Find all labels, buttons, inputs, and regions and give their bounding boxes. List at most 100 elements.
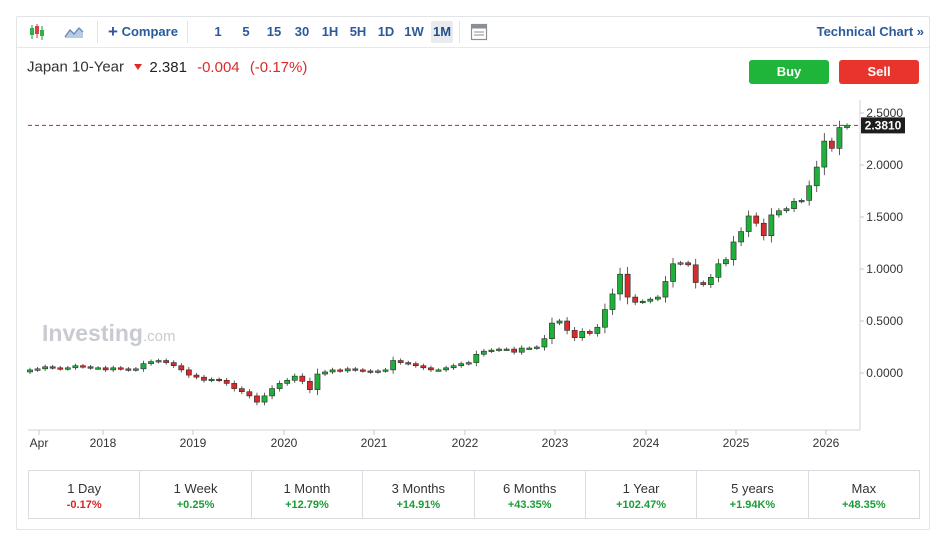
- perf-label: 3 Months: [391, 481, 446, 496]
- area-chart-icon[interactable]: [61, 21, 87, 43]
- candle-down: [352, 368, 359, 371]
- candle: [526, 346, 533, 350]
- period-1d[interactable]: 1D: [377, 24, 395, 39]
- candle-up: [155, 360, 162, 363]
- candle-up: [594, 326, 601, 334]
- widget-frame: [16, 16, 930, 530]
- candle: [231, 380, 238, 392]
- candle-down: [87, 366, 94, 369]
- technical-chart-link[interactable]: Technical Chart »: [816, 24, 924, 39]
- candle: [390, 356, 396, 374]
- candle-up: [72, 365, 79, 369]
- candle: [776, 208, 782, 218]
- perf-cell-3-months[interactable]: 3 Months +14.91%: [363, 471, 475, 518]
- candle: [291, 373, 298, 383]
- x-tick-label: 2022: [452, 436, 479, 450]
- candle-up: [639, 300, 646, 304]
- x-tick-label: 2018: [90, 436, 117, 450]
- candle: [337, 368, 344, 373]
- candle-up: [95, 367, 101, 370]
- candle: [223, 377, 230, 386]
- candle-up: [783, 208, 790, 212]
- candle-up: [208, 378, 215, 382]
- perf-cell-1-day[interactable]: 1 Day -0.17%: [29, 471, 141, 518]
- y-tick-label: 2.0000: [866, 158, 903, 172]
- period-1[interactable]: 1: [214, 24, 222, 39]
- candle-up: [314, 373, 321, 390]
- perf-label: 1 Month: [283, 481, 331, 496]
- period-1w[interactable]: 1W: [404, 24, 424, 39]
- candle-up: [738, 231, 744, 243]
- performance-bar: 1 Day -0.17% 1 Week +0.25% 1 Month +12.79% 3 M…: [28, 470, 920, 519]
- perf-value: +12.79%: [285, 499, 329, 511]
- candle-up: [518, 347, 525, 353]
- perf-cell-1-week[interactable]: 1 Week +0.25%: [140, 471, 252, 518]
- period-1h[interactable]: 1H: [321, 24, 339, 39]
- candle: [412, 361, 419, 368]
- candle: [632, 294, 639, 306]
- compare-label: Compare: [121, 24, 178, 39]
- candle: [80, 363, 86, 369]
- candle: [216, 377, 222, 383]
- candle-up: [768, 214, 775, 237]
- candle-down: [299, 375, 306, 382]
- candle-down: [760, 222, 767, 237]
- candle-up: [148, 361, 154, 364]
- candle: [707, 273, 714, 288]
- quote-header: Japan 10-Year 2.381 -0.004 (-0.17%): [27, 58, 307, 80]
- candle: [117, 365, 124, 371]
- candle: [49, 364, 56, 370]
- candle: [322, 369, 328, 377]
- perf-cell-6-months[interactable]: 6 Months +43.35%: [475, 471, 586, 518]
- perf-cell-max[interactable]: Max +48.35%: [809, 471, 919, 518]
- candle: [375, 369, 381, 374]
- candle-up: [602, 309, 608, 328]
- down-arrow-icon: [128, 59, 143, 76]
- candle: [617, 267, 623, 301]
- buy-button[interactable]: Buy: [749, 60, 829, 84]
- compare-button[interactable]: + Compare: [107, 21, 179, 43]
- candlestick-chart-icon[interactable]: [25, 21, 49, 43]
- candle: [443, 365, 449, 372]
- candle-down: [632, 296, 639, 303]
- candle-up: [322, 371, 328, 375]
- candle: [836, 120, 843, 156]
- period-15[interactable]: 15: [266, 24, 282, 39]
- candle-up: [617, 273, 623, 295]
- candle: [110, 365, 117, 372]
- candle: [420, 363, 427, 370]
- candle-down: [428, 367, 434, 371]
- period-1m[interactable]: 1M: [431, 21, 453, 43]
- candle-up: [745, 215, 752, 232]
- candle: [359, 368, 366, 373]
- perf-cell-5-years[interactable]: 5 years +1.94K%: [697, 471, 809, 518]
- candle: [496, 347, 502, 352]
- perf-cell-1-month[interactable]: 1 Month +12.79%: [252, 471, 364, 518]
- perf-cell-1-year[interactable]: 1 Year +102.47%: [586, 471, 698, 518]
- candle-up: [655, 296, 661, 300]
- candle-up: [791, 201, 797, 209]
- candle-down: [117, 367, 124, 370]
- table-view-icon[interactable]: [468, 21, 490, 43]
- candle: [254, 392, 260, 406]
- period-5h[interactable]: 5H: [349, 24, 367, 39]
- candle-up: [458, 363, 465, 367]
- candle: [579, 328, 586, 341]
- candle: [163, 358, 170, 365]
- sell-button[interactable]: Sell: [839, 60, 919, 84]
- candle-up: [677, 262, 684, 265]
- period-30[interactable]: 30: [294, 24, 310, 39]
- toolbar-divider: [187, 21, 188, 43]
- candle-up: [836, 127, 843, 149]
- x-tick-label: 2023: [542, 436, 569, 450]
- candle-up: [813, 166, 820, 187]
- candle: [125, 367, 132, 372]
- candle-down: [254, 395, 260, 403]
- candle: [170, 360, 177, 369]
- period-5[interactable]: 5: [242, 24, 250, 39]
- candle-up: [261, 395, 268, 403]
- candle: [541, 335, 548, 351]
- x-tick-label: Apr: [30, 436, 49, 450]
- candle-up: [284, 379, 291, 384]
